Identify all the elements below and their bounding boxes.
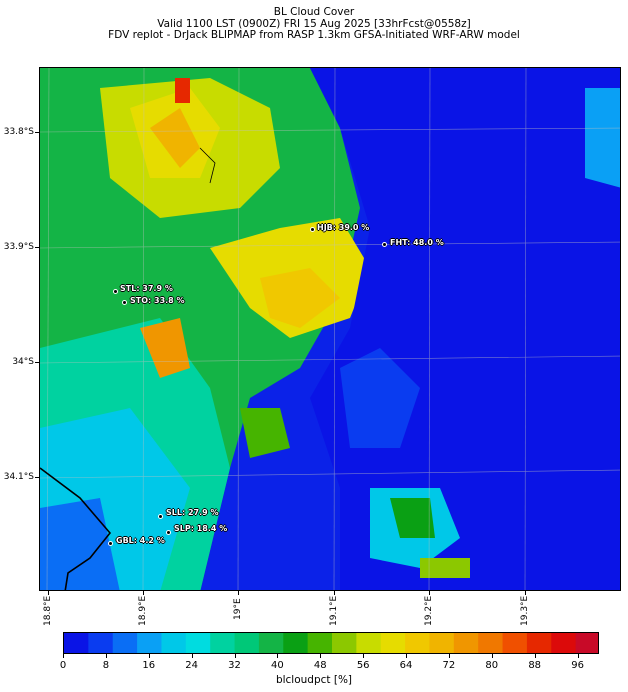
colorbar-swatch — [185, 633, 211, 653]
lon-tick — [525, 591, 526, 595]
lat-label: 33.8°S — [3, 127, 34, 137]
colorbar-swatch — [234, 633, 260, 653]
colorbar-swatch — [64, 633, 89, 653]
cloud-cover-map[interactable] — [39, 67, 621, 591]
colorbar-tick-label: 40 — [271, 660, 284, 671]
colorbar-tick — [105, 654, 107, 658]
colorbar-tick-label: 96 — [571, 660, 584, 671]
map-valid-time: Valid 1100 LST (0900Z) FRI 15 Aug 2025 [… — [157, 18, 471, 30]
colorbar-swatch — [502, 633, 528, 653]
colorbar-swatch — [307, 633, 333, 653]
site-label-stl: STL: 37.9 % — [120, 284, 173, 293]
colorbar-tick-label: 32 — [228, 660, 241, 671]
lon-label: 19.1°E — [329, 595, 339, 626]
lat-label: 34.1°S — [3, 472, 34, 482]
lon-label: 18.9°E — [138, 595, 148, 626]
lon-tick — [238, 591, 239, 595]
colorbar-tick-label: 48 — [313, 660, 327, 671]
lon-label: 19.2°E — [424, 595, 434, 626]
colorbar-tick — [63, 654, 64, 658]
colorbar-tick-label: 88 — [528, 660, 542, 671]
colorbar-tick — [491, 654, 493, 658]
colorbar-swatch — [551, 633, 577, 653]
lat-label: 33.9°S — [3, 242, 34, 252]
site-marker[interactable] — [158, 514, 163, 519]
colorbar-tick — [363, 654, 365, 658]
site-label-sll: SLL: 27.9 % — [166, 508, 219, 517]
site-label-hjb: HJB: 39.0 % — [317, 223, 370, 232]
colorbar-tick — [191, 654, 193, 658]
colorbar-tick-label: 24 — [185, 660, 198, 671]
colorbar-swatch — [453, 633, 479, 653]
map-canvas — [40, 68, 620, 590]
site-marker[interactable] — [122, 300, 127, 305]
lat-label: 34°S — [12, 357, 34, 367]
site-label-gbl: GBL: 4.2 % — [116, 536, 165, 545]
colorbar-swatch — [210, 633, 236, 653]
colorbar-swatch — [112, 633, 138, 653]
lon-tick — [334, 591, 335, 595]
colorbar-tick — [448, 654, 450, 658]
colorbar-swatch — [258, 633, 284, 653]
site-label-slp: SLP: 18.4 % — [174, 524, 228, 533]
site-marker[interactable] — [113, 289, 118, 294]
colorbar-tick-label: 16 — [142, 660, 156, 671]
colorbar-tick — [320, 654, 322, 658]
lon-label: 18.8°E — [43, 595, 53, 626]
lat-tick — [35, 247, 39, 248]
lon-label: 19.3°E — [520, 595, 530, 626]
site-marker[interactable] — [382, 242, 387, 247]
map-source-line: FDV replot - DrJack BLIPMAP from RASP 1.… — [108, 29, 520, 41]
site-marker[interactable] — [108, 541, 113, 546]
lon-tick — [429, 591, 430, 595]
colorbar-swatch — [332, 633, 357, 653]
colorbar-tick-label: 64 — [399, 660, 413, 671]
colorbar-tick — [577, 654, 579, 658]
lon-label: 19°E — [233, 598, 243, 620]
colorbar-tick — [148, 654, 150, 658]
site-label-sto: STO: 33.8 % — [130, 296, 185, 305]
colorbar-tick-label: 8 — [102, 660, 110, 671]
lat-tick — [35, 132, 39, 133]
colorbar-gradient — [64, 633, 598, 653]
colorbar-tick-label: 56 — [356, 660, 370, 671]
colorbar-swatch — [478, 633, 504, 653]
site-marker[interactable] — [310, 227, 315, 232]
colorbar — [63, 632, 599, 654]
colorbar-tick — [406, 654, 407, 658]
colorbar-swatch — [283, 633, 309, 653]
lat-tick — [35, 477, 39, 478]
lon-tick — [143, 591, 144, 595]
colorbar-tick-label: 80 — [485, 660, 499, 671]
colorbar-swatch — [137, 633, 162, 653]
colorbar-swatch — [88, 633, 114, 653]
lon-tick — [48, 591, 49, 595]
colorbar-swatch — [429, 633, 455, 653]
colorbar-tick-label: 0 — [59, 660, 67, 671]
site-label-fht: FHT: 48.0 % — [390, 238, 444, 247]
colorbar-swatch — [380, 633, 406, 653]
map-title: BL Cloud Cover — [273, 6, 355, 18]
site-marker[interactable] — [166, 530, 171, 535]
colorbar-tick — [534, 654, 536, 658]
colorbar-swatch — [161, 633, 187, 653]
colorbar-swatch — [575, 633, 598, 653]
colorbar-tick — [234, 654, 236, 658]
colorbar-tick-label: 72 — [442, 660, 456, 671]
colorbar-swatch — [405, 633, 430, 653]
colorbar-swatch — [356, 633, 382, 653]
lat-tick — [35, 362, 39, 363]
colorbar-tick — [277, 654, 279, 658]
colorbar-swatch — [526, 633, 552, 653]
colorbar-title: blcloudpct [%] — [275, 674, 353, 686]
